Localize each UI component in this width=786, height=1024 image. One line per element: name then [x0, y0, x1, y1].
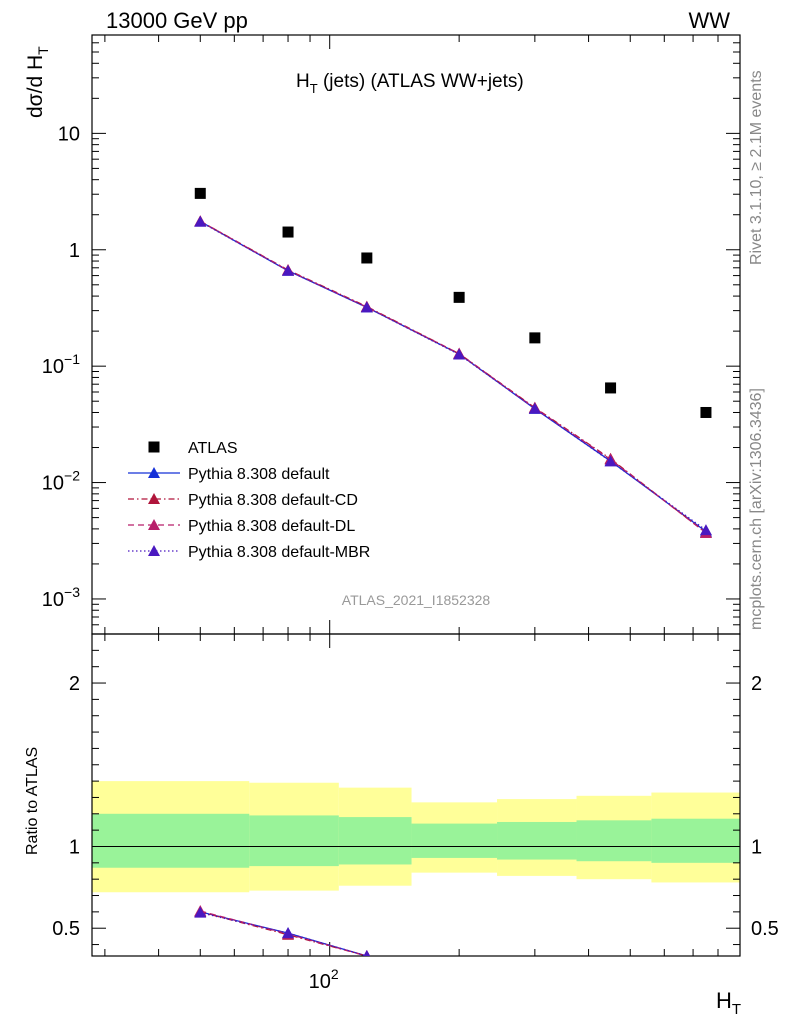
mc-point-4: [699, 524, 712, 536]
x-tick-label-base: 10: [309, 971, 331, 993]
collision-label: 13000 GeV pp: [106, 8, 248, 33]
y-axis-label-ratio: Ratio to ATLAS: [24, 747, 41, 855]
ratio-tick-label-right: 2: [751, 673, 762, 695]
ratio-panel-frame: [91, 633, 741, 957]
ratio-band-inner: [92, 813, 250, 868]
y-tick-label-exponent: −3: [64, 584, 80, 600]
y-tick-label-base: 10: [42, 356, 64, 378]
x-axis-label: HT: [716, 988, 741, 1018]
mc-line-3: [199, 220, 707, 534]
rivet-label: Rivet 3.1.10, ≥ 2.1M events: [748, 70, 765, 265]
y-axis-label-main: dσ/d HT: [24, 46, 51, 118]
mc-point-4: [453, 348, 466, 360]
analysis-watermark: ATLAS_2021_I1852328: [342, 592, 491, 608]
y-tick-label: 10−3: [42, 584, 80, 611]
legend-marker: [148, 441, 160, 453]
mc-point-4: [604, 455, 617, 467]
legend-label: Pythia 8.308 default-DL: [188, 518, 355, 535]
x-axis-label-sub: T: [732, 1001, 741, 1018]
legend-label: Pythia 8.308 default: [188, 466, 330, 483]
y-tick-label: 1: [69, 240, 80, 262]
y-tick-label: 10−2: [42, 468, 80, 495]
ratio-bands: [92, 781, 740, 893]
ratio-point-3: [282, 927, 295, 939]
ratio-point-3: [194, 906, 207, 918]
mc-point-4: [194, 215, 207, 227]
mc-line-4: [199, 221, 707, 531]
mc-point-4: [528, 402, 541, 414]
ratio-line-3: [200, 912, 368, 956]
x-tick-label: 102: [309, 966, 339, 993]
legend-label: ATLAS: [188, 440, 238, 457]
legend-marker: [148, 467, 160, 478]
plot-title-main: H: [296, 71, 310, 92]
ratio-series: [194, 905, 371, 956]
x-tick-label-exponent: 2: [331, 966, 339, 982]
y-tick-label-base: 1: [69, 240, 80, 262]
axis-ticks: [92, 34, 741, 956]
ratio-tick-label-right: 1: [751, 836, 762, 858]
legend-label: Pythia 8.308 default-CD: [188, 492, 358, 509]
ratio-point-3: [363, 950, 371, 956]
legend-marker: [148, 545, 160, 556]
ratio-tick-label-left: 1: [69, 836, 80, 858]
atlas-data-point: [361, 252, 373, 264]
atlas-data-point: [282, 226, 294, 238]
ratio-band-inner: [249, 815, 339, 867]
y-tick-label: 10−1: [42, 351, 80, 378]
atlas-data-point: [605, 382, 617, 394]
plot-title-rest: (jets) (ATLAS WW+jets): [318, 71, 524, 92]
ratio-band-inner: [497, 821, 577, 860]
legend: ATLAS Pythia 8.308 default Pythia 8.308 de…: [128, 440, 370, 561]
legend-marker: [148, 493, 160, 504]
y-tick-label-exponent: −1: [64, 351, 80, 367]
mc-line-1: [199, 220, 707, 532]
ratio-tick-label-right: 0.5: [751, 918, 779, 940]
ratio-band-inner: [338, 817, 412, 865]
atlas-data-point: [529, 332, 541, 344]
y-tick-label-base: 10: [42, 473, 64, 495]
mc-line-2: [199, 220, 707, 534]
ratio-band-inner: [651, 818, 740, 863]
ratio-tick-label-left: 0.5: [52, 918, 80, 940]
plot-title-sub: T: [310, 81, 318, 96]
process-label: WW: [688, 8, 730, 33]
y-tick-label-base: 10: [58, 123, 80, 145]
y-axis-label-main-text: dσ/d H: [24, 55, 47, 118]
y-tick-label: 10: [58, 123, 80, 145]
atlas-data-point: [700, 406, 712, 418]
atlas-data-point: [453, 291, 465, 303]
main-series: [194, 187, 712, 538]
ratio-band-inner: [411, 823, 498, 858]
plot-title: HT (jets) (ATLAS WW+jets): [296, 71, 524, 96]
x-axis-label-main: H: [716, 988, 732, 1013]
legend-marker: [148, 519, 160, 530]
mcplots-label: mcplots.cern.ch [arXiv:1306.3436]: [748, 388, 765, 630]
y-tick-label-exponent: −2: [64, 468, 80, 484]
y-tick-label-base: 10: [42, 589, 64, 611]
mc-point-4: [282, 264, 295, 276]
mc-point-4: [360, 301, 373, 313]
legend-label: Pythia 8.308 default-MBR: [188, 544, 370, 561]
ratio-band-inner: [576, 820, 652, 862]
ratio-tick-label-left: 2: [69, 673, 80, 695]
atlas-data-point: [194, 187, 206, 199]
y-axis-label-main-sub: T: [35, 46, 51, 55]
